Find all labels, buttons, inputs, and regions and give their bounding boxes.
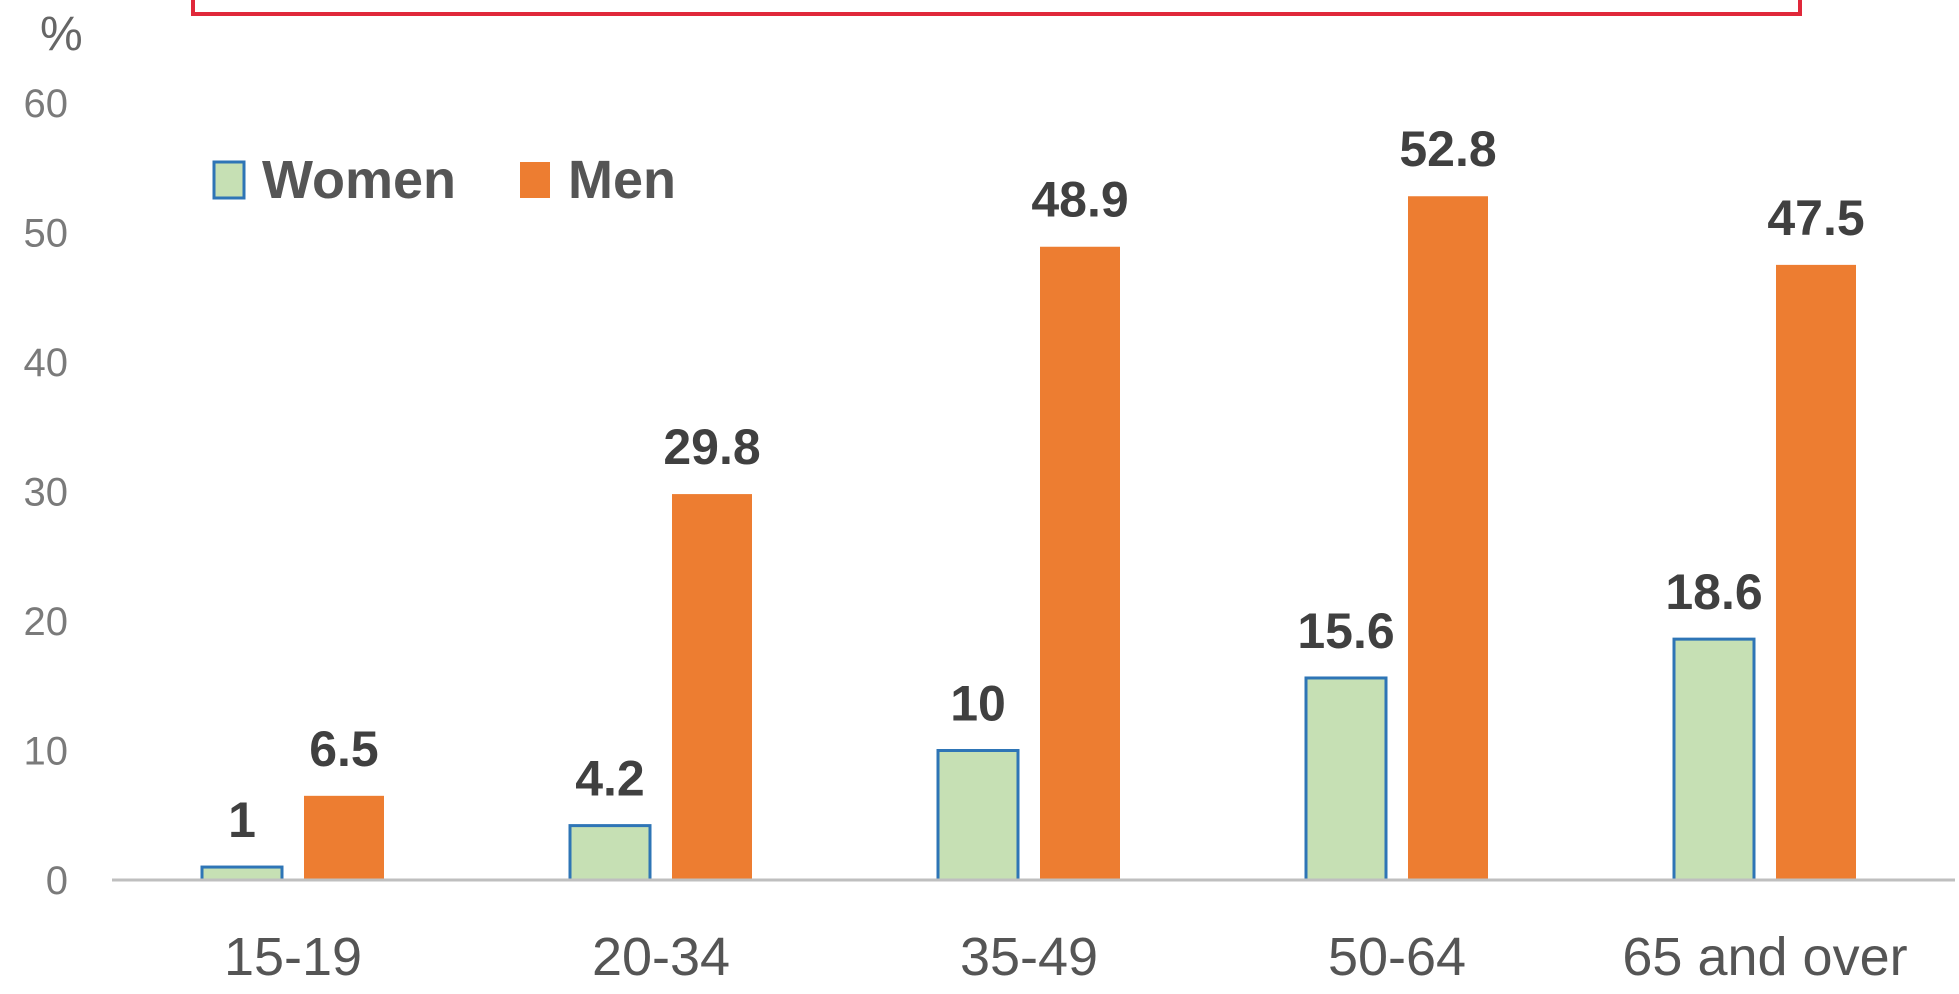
data-label-women-3: 15.6 — [1297, 603, 1394, 659]
data-label-women-2: 10 — [950, 676, 1006, 732]
legend: Women Men — [212, 150, 676, 210]
x-tick-label: 35-49 — [960, 927, 1098, 987]
x-tick-label: 50-64 — [1328, 927, 1466, 987]
y-axis-ticks: 0 10 20 30 40 50 60 — [24, 82, 69, 903]
data-label-women-0: 1 — [228, 792, 256, 848]
legend-swatch-men — [520, 162, 550, 198]
bar-women-1 — [568, 824, 652, 882]
bar-men-0 — [304, 795, 384, 880]
bar-men-2 — [1040, 246, 1120, 880]
y-tick-label: 20 — [24, 600, 69, 644]
x-axis-labels: 15-19 20-34 35-49 50-64 65 and over — [224, 927, 1908, 987]
data-label-men-2: 48.9 — [1031, 172, 1128, 228]
bar-women-3 — [1304, 676, 1388, 882]
bar-women-4 — [1672, 637, 1756, 882]
bar-men-1 — [672, 494, 752, 880]
legend-label-women: Women — [262, 150, 456, 210]
y-axis-unit-label: % — [40, 8, 83, 61]
data-label-men-1: 29.8 — [663, 419, 760, 475]
data-label-men-3: 52.8 — [1399, 121, 1496, 177]
x-tick-label: 20-34 — [592, 927, 730, 987]
legend-label-men: Men — [568, 150, 676, 210]
bar-men-3 — [1408, 196, 1488, 881]
data-labels: 1 6.5 4.2 29.8 10 48.9 15.6 52.8 18.6 47.5 — [228, 121, 1865, 848]
data-label-men-4: 47.5 — [1767, 190, 1864, 246]
y-tick-label: 50 — [24, 212, 69, 256]
bar-groups — [200, 196, 1856, 882]
data-label-women-4: 18.6 — [1665, 564, 1762, 620]
top-frame-outline — [191, 0, 1802, 16]
y-tick-label: 10 — [24, 730, 69, 774]
x-tick-label: 65 and over — [1622, 927, 1907, 987]
y-tick-label: 40 — [24, 341, 69, 385]
x-tick-label: 15-19 — [224, 927, 362, 987]
y-tick-label: 30 — [24, 471, 69, 515]
y-tick-label: 0 — [46, 859, 68, 903]
data-label-men-0: 6.5 — [309, 721, 379, 777]
bar-men-4 — [1776, 264, 1856, 880]
data-label-women-1: 4.2 — [575, 751, 645, 807]
legend-swatch-women — [212, 160, 246, 200]
bar-women-2 — [936, 749, 1020, 882]
bar-women-0 — [200, 865, 284, 882]
y-tick-label: 60 — [24, 82, 69, 126]
